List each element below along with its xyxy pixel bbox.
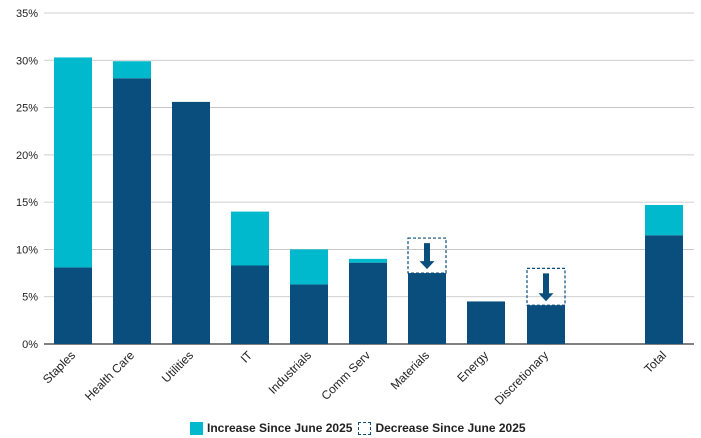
legend-swatch-decrease: [358, 421, 372, 435]
bar-base: [54, 267, 92, 344]
x-tick-label: Discretionary: [492, 348, 551, 407]
y-axis: 0% 5% 10% 15% 20% 25% 30% 35%: [16, 8, 38, 351]
bar-base: [527, 305, 565, 344]
y-tick-label: 5%: [22, 292, 38, 304]
x-tick-label: Materials: [388, 348, 432, 392]
bar-decrease-outline: [526, 267, 566, 306]
bar-base: [172, 101, 210, 344]
x-tick-label: Utilities: [159, 348, 196, 385]
y-tick-label: 35%: [16, 8, 38, 20]
down-arrow-icon: [419, 243, 435, 270]
x-tick-label: Health Care: [82, 348, 137, 403]
bar-increase: [231, 211, 269, 266]
bar-base: [349, 262, 387, 344]
bar-increase: [349, 258, 387, 263]
bar-increase: [54, 57, 92, 268]
bar-increase: [113, 61, 151, 79]
x-tick-label: IT: [238, 348, 256, 366]
x-tick-label: Energy: [454, 348, 491, 385]
bar-base: [408, 273, 446, 344]
gridlines: [44, 12, 694, 345]
legend-label-increase: Increase Since June 2025: [207, 421, 353, 435]
x-tick-label: Staples: [40, 348, 78, 386]
bar-base: [645, 235, 683, 344]
bar-base: [113, 78, 151, 345]
bar-increase: [290, 249, 328, 285]
bar-base: [290, 284, 328, 344]
y-tick-label: 15%: [16, 197, 38, 209]
legend-item-decrease: Decrease Since June 2025: [358, 421, 526, 435]
down-arrow-icon: [538, 273, 554, 302]
y-tick-label: 20%: [16, 150, 38, 162]
legend-swatch-increase: [190, 421, 203, 435]
x-tick-label: Comm Serv: [318, 348, 373, 403]
x-axis: Staples Health Care Utilities IT Industrials…: [40, 348, 669, 408]
bar-base: [231, 265, 269, 344]
legend-label-decrease: Decrease Since June 2025: [375, 421, 526, 435]
x-tick-label: Total: [641, 348, 669, 376]
y-tick-label: 30%: [16, 55, 38, 67]
bars: [54, 57, 683, 345]
bar-decrease-outline: [407, 237, 447, 274]
y-tick-label: 0%: [22, 339, 38, 351]
bar-base: [467, 301, 505, 344]
x-tick-label: Industrials: [266, 348, 315, 397]
y-tick-label: 25%: [16, 103, 38, 115]
y-tick-label: 10%: [16, 244, 38, 256]
legend-item-increase: Increase Since June 2025: [190, 421, 352, 435]
bar-increase: [645, 204, 683, 236]
legend: Increase Since June 2025 Decrease Since …: [190, 421, 532, 435]
